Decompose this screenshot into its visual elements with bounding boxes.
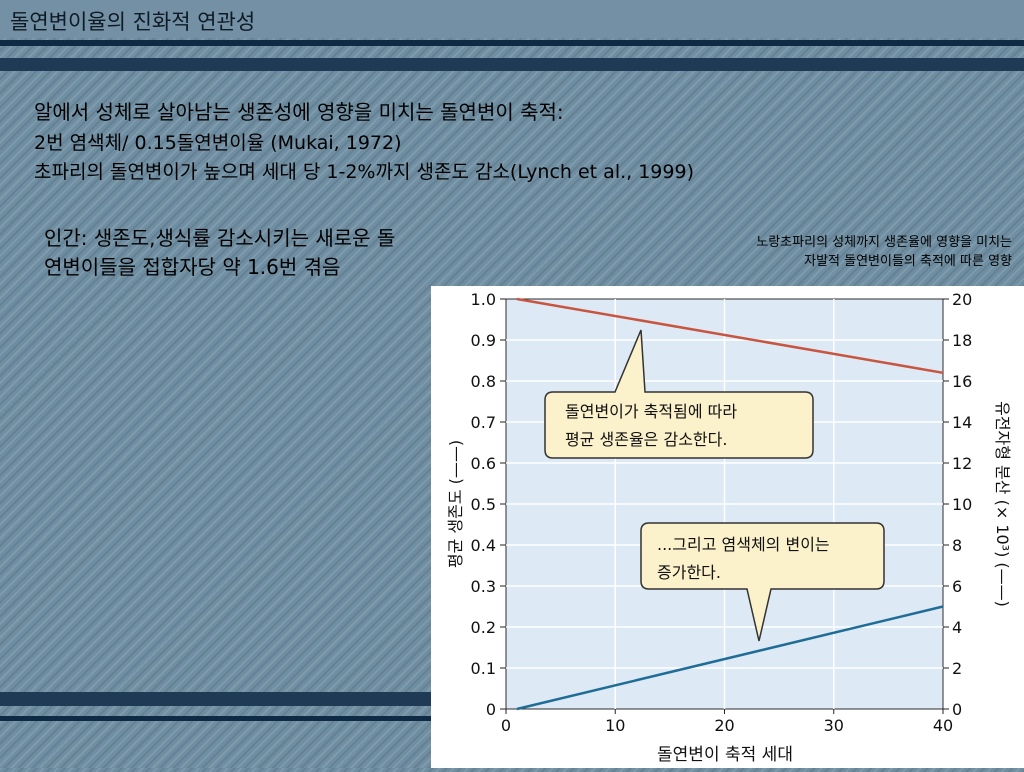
callout-variance: ...그리고 염색체의 변이는 증가한다. (640, 522, 885, 642)
slide-title: 돌연변이율의 진화적 연관성 (10, 10, 256, 34)
y-right-tick-label: 20 (952, 290, 972, 309)
human-note: 인간: 생존도,생식률 감소시키는 새로운 돌연변이들을 접합자당 약 1.6번… (44, 226, 396, 279)
y-left-tick-label: 0.9 (471, 331, 496, 350)
survival-line (516, 297, 944, 375)
figure-caption: 노랑초파리의 성체까지 생존율에 영향을 미치는 자발적 돌연변이들의 축적에 … (756, 233, 1012, 271)
body-line-3: 초파리의 돌연변이가 높으며 세대 당 1-2%까지 생존도 감소(Lynch … (34, 161, 694, 183)
callout-survival: 돌연변이가 축적됨에 따라 평균 생존율은 감소한다. (544, 329, 814, 459)
chart-panel: 0 0.1 0.2 0.3 0.4 0.5 0.6 0.7 0.8 0.9 1.0 0 2 4 6 8 10 1… (431, 286, 1024, 768)
x-tick-label: 40 (933, 716, 953, 735)
y-right-tick-label: 4 (952, 618, 962, 637)
y-right-tick-label: 2 (952, 659, 962, 678)
y-left-tick-label: 0.4 (471, 536, 496, 555)
figure-caption-line-2: 자발적 돌연변이들의 축적에 따른 영향 (804, 254, 1012, 269)
right-axis-ticks: 0 2 4 6 8 10 12 14 16 18 20 (943, 290, 972, 719)
callout-variance-line-2: 증가한다. (657, 563, 721, 582)
x-axis-ticks: 0 10 20 30 40 (501, 709, 953, 735)
callout-survival-line-2: 평균 생존율은 감소한다. (565, 430, 727, 449)
y-left-tick-label: 0.1 (471, 659, 496, 678)
body-line-1: 알에서 성체로 살아남는 생존성에 영향을 미치는 돌연변이 축적: (34, 100, 564, 124)
y-right-tick-label: 8 (952, 536, 962, 555)
y-right-tick-label: 18 (952, 331, 972, 350)
series-lines (516, 297, 944, 711)
y-left-tick-label: 1.0 (471, 290, 496, 309)
y-right-tick-label: 16 (952, 372, 972, 391)
callout-variance-line-1: ...그리고 염색체의 변이는 (657, 535, 830, 554)
callout-survival-line-1: 돌연변이가 축적됨에 따라 (565, 402, 737, 421)
y-right-tick-label: 14 (952, 413, 972, 432)
y-left-axis-label: 평균 생존도 (——) (446, 440, 465, 568)
figure-caption-line-1: 노랑초파리의 성체까지 생존율에 영향을 미치는 (756, 235, 1012, 250)
body-line-2: 2번 염색체/ 0.15돌연변이율 (Mukai, 1972) (34, 132, 402, 154)
x-tick-label: 10 (605, 716, 625, 735)
y-left-tick-label: 0.2 (471, 618, 496, 637)
x-tick-label: 30 (824, 716, 844, 735)
callout-variance-shape (640, 522, 885, 642)
variance-line (516, 605, 944, 711)
y-left-tick-label: 0.5 (471, 495, 496, 514)
header-divider-bottom (0, 58, 1024, 71)
x-tick-label: 0 (501, 716, 511, 735)
mutation-accumulation-chart: 0 0.1 0.2 0.3 0.4 0.5 0.6 0.7 0.8 0.9 1.0 0 2 4 6 8 10 1… (446, 290, 1012, 765)
y-left-tick-label: 0 (486, 700, 496, 719)
x-tick-label: 20 (714, 716, 734, 735)
y-left-tick-label: 0.8 (471, 372, 496, 391)
y-right-tick-label: 10 (952, 495, 972, 514)
y-left-tick-label: 0.7 (471, 413, 496, 432)
x-axis-label: 돌연변이 축적 세대 (657, 745, 793, 765)
header-divider-top (0, 40, 1024, 46)
y-right-tick-label: 12 (952, 454, 972, 473)
left-axis-ticks: 0 0.1 0.2 0.3 0.4 0.5 0.6 0.7 0.8 0.9 1.0 (471, 290, 506, 719)
y-right-tick-label: 6 (952, 577, 962, 596)
title-bar: 돌연변이율의 진화적 연관성 (0, 0, 1024, 38)
y-left-tick-label: 0.3 (471, 577, 496, 596)
callout-survival-shape (544, 329, 814, 459)
y-right-axis-label: 유전자형 분산 (× 10³) (——) (993, 401, 1012, 607)
y-right-tick-label: 0 (952, 700, 962, 719)
y-left-tick-label: 0.6 (471, 454, 496, 473)
